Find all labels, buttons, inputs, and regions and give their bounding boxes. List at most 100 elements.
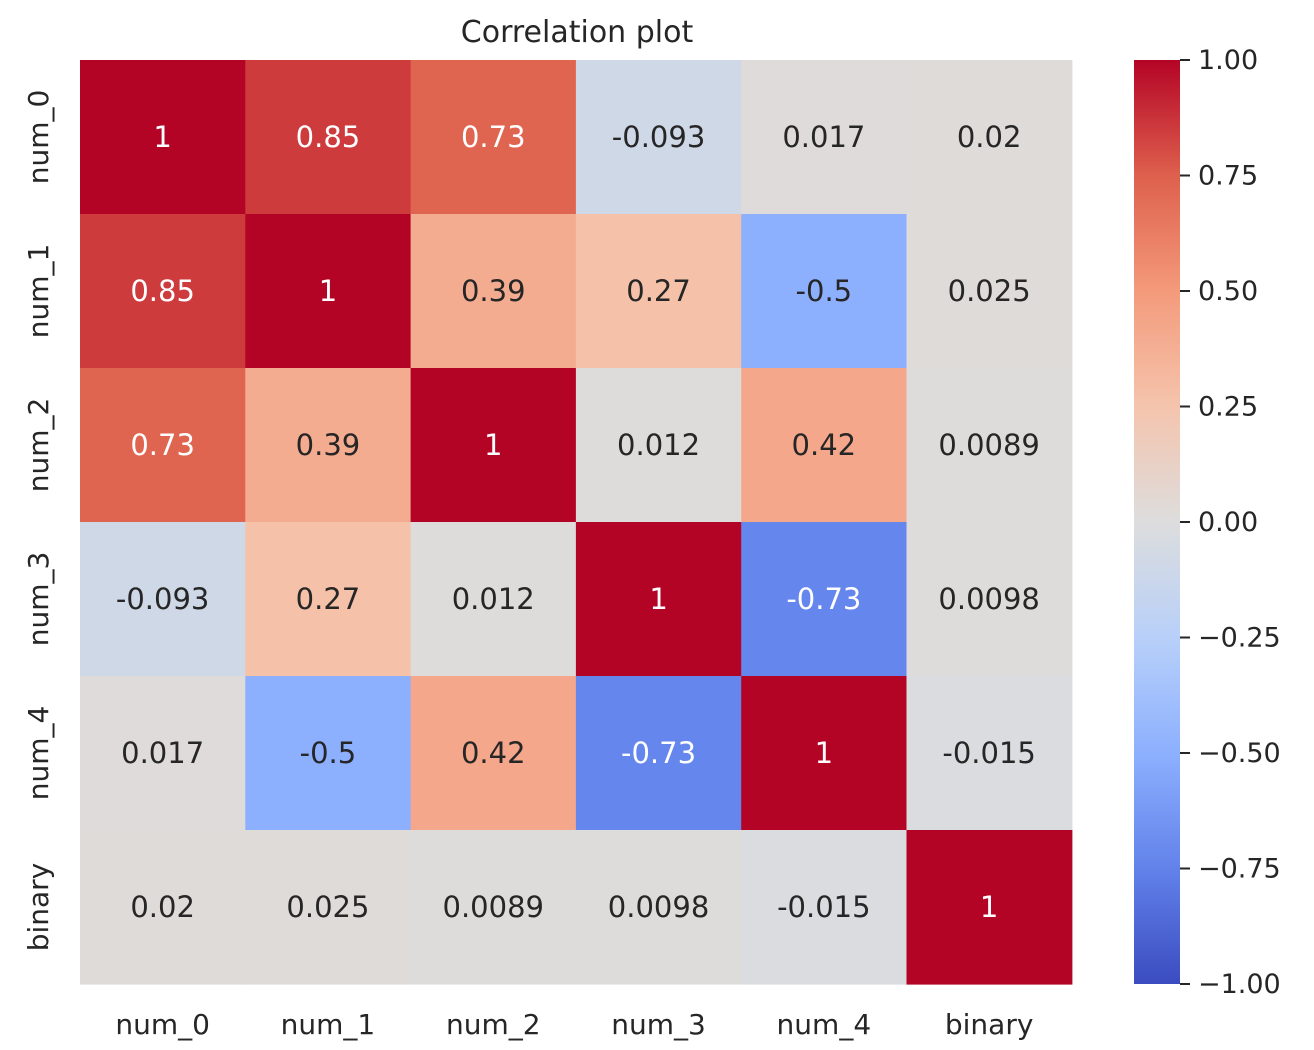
heatmap-cell-label: -0.73: [621, 736, 696, 770]
colorbar-tick-label: 0.75: [1198, 161, 1258, 192]
heatmap-cells: [80, 60, 1073, 985]
heatmap-cell-label: 1: [484, 428, 502, 462]
heatmap-cell-label: 0.73: [130, 428, 195, 462]
heatmap-cell-num_0-num_0: [80, 60, 246, 215]
heatmap-cell-num_0-num_4: [741, 60, 908, 215]
heatmap-cell-binary-num_2: [410, 830, 577, 985]
heatmap-cell-label: 0.39: [461, 274, 526, 308]
heatmap-cell-label: 0.73: [461, 120, 526, 154]
heatmap-cell-label: -0.5: [300, 736, 357, 770]
y-tick-label: num_1: [22, 244, 55, 339]
heatmap-cell-num_1-num_2: [410, 214, 577, 369]
heatmap-cell-label: 1: [319, 274, 337, 308]
heatmap-cell-num_1-binary: [906, 214, 1073, 369]
heatmap-cell-label: -0.015: [777, 890, 871, 924]
x-axis-tick-labels: num_0 num_1 num_2 num_3 num_4 binary: [115, 1008, 1033, 1041]
heatmap-cell-label: -0.093: [612, 120, 706, 154]
heatmap-cell-label: 0.02: [957, 120, 1022, 154]
heatmap-cell-labels: 1 0.85 0.73 -0.093 0.017 0.02 0.85 1 0.39 0.27 -0.…: [116, 120, 1040, 924]
x-tick-label: binary: [945, 1008, 1034, 1041]
heatmap-cell-num_4-num_2: [410, 676, 577, 831]
heatmap-cell-num_0-num_3: [575, 60, 742, 215]
heatmap-cell-num_3-binary: [906, 522, 1073, 677]
heatmap-cell-num_2-num_3: [575, 368, 742, 523]
heatmap-cell-label: -0.093: [116, 582, 210, 616]
heatmap-cell-num_1-num_3: [575, 214, 742, 369]
heatmap-cell-label: -0.73: [786, 582, 861, 616]
heatmap-cell-label: 0.85: [296, 120, 361, 154]
heatmap-cell-num_3-num_1: [245, 522, 412, 677]
x-tick-label: num_3: [611, 1008, 706, 1041]
colorbar-gradient: [1134, 60, 1180, 984]
heatmap-cell-num_4-num_3: [575, 676, 742, 831]
colorbar-tick-label: 0.00: [1198, 507, 1258, 538]
colorbar-tick-label: 0.50: [1198, 276, 1258, 307]
heatmap-cell-num_2-num_2: [410, 368, 577, 523]
heatmap-cell-label: 0.017: [782, 120, 865, 154]
heatmap-cell-binary-binary: [906, 830, 1073, 985]
colorbar-tick-label: −1.00: [1198, 969, 1281, 1000]
heatmap-cell-num_3-num_2: [410, 522, 577, 677]
x-tick-label: num_2: [446, 1008, 541, 1041]
heatmap-cell-num_4-num_0: [80, 676, 246, 831]
y-tick-label: binary: [22, 863, 55, 952]
heatmap-cell-num_0-binary: [906, 60, 1073, 215]
heatmap-cell-num_4-num_1: [245, 676, 412, 831]
heatmap-cell-label: 0.0098: [608, 890, 709, 924]
heatmap-cell-binary-num_0: [80, 830, 246, 985]
chart-title: Correlation plot: [461, 15, 694, 50]
x-tick-label: num_0: [115, 1008, 210, 1041]
y-tick-label: num_3: [22, 552, 55, 647]
heatmap-cell-num_3-num_0: [80, 522, 246, 677]
colorbar-tick-label: −0.25: [1198, 623, 1281, 654]
heatmap-cell-label: 0.39: [296, 428, 361, 462]
heatmap-cell-num_0-num_1: [245, 60, 412, 215]
heatmap-cell-label: -0.5: [796, 274, 853, 308]
y-tick-label: num_4: [22, 706, 55, 801]
colorbar: 1.00 0.75 0.50 0.25 0.00 −0.25 −0.50 −0.75 −1.00: [1134, 45, 1281, 1000]
heatmap-cell-label: 0.02: [130, 890, 195, 924]
heatmap-cell-label: 0.025: [286, 890, 369, 924]
heatmap-cell-label: 0.0098: [938, 582, 1039, 616]
heatmap-cell-label: 0.27: [626, 274, 691, 308]
heatmap-cell-num_1-num_4: [741, 214, 908, 369]
heatmap-cell-label: 0.42: [461, 736, 526, 770]
heatmap-cell-label: -0.015: [942, 736, 1036, 770]
y-tick-label: num_2: [22, 398, 55, 493]
x-tick-label: num_4: [777, 1008, 872, 1041]
heatmap-cell-label: 0.27: [296, 582, 361, 616]
heatmap-cell-label: 0.012: [452, 582, 535, 616]
heatmap-cell-num_2-binary: [906, 368, 1073, 523]
heatmap-cell-num_4-binary: [906, 676, 1073, 831]
heatmap-cell-binary-num_3: [575, 830, 742, 985]
heatmap-cell-num_2-num_0: [80, 368, 246, 523]
heatmap-cell-num_0-num_2: [410, 60, 577, 215]
colorbar-tick-label: 0.25: [1198, 392, 1258, 423]
heatmap-cell-num_3-num_4: [741, 522, 908, 677]
heatmap-cell-label: 1: [153, 120, 171, 154]
y-tick-label: num_0: [22, 90, 55, 185]
colorbar-tick-label: −0.75: [1198, 854, 1281, 885]
colorbar-tick-label: 1.00: [1198, 45, 1258, 76]
heatmap-cell-num_2-num_4: [741, 368, 908, 523]
heatmap-cell-label: 0.85: [130, 274, 195, 308]
heatmap-cell-binary-num_1: [245, 830, 412, 985]
colorbar-tick-label: −0.50: [1198, 738, 1281, 769]
heatmap-cell-label: 1: [815, 736, 833, 770]
heatmap-cell-label: 1: [980, 890, 998, 924]
heatmap-cell-label: 0.0089: [938, 428, 1039, 462]
heatmap-cell-num_3-num_3: [575, 522, 742, 677]
heatmap-cell-label: 0.0089: [443, 890, 544, 924]
x-tick-label: num_1: [281, 1008, 376, 1041]
heatmap-cell-num_1-num_0: [80, 214, 246, 369]
heatmap-cell-num_4-num_4: [741, 676, 908, 831]
heatmap-cell-binary-num_4: [741, 830, 908, 985]
heatmap-cell-label: 0.012: [617, 428, 700, 462]
heatmap-cell-label: 0.025: [948, 274, 1031, 308]
heatmap-cell-num_1-num_1: [245, 214, 412, 369]
heatmap-cell-label: 1: [649, 582, 667, 616]
heatmap-cell-label: 0.42: [792, 428, 857, 462]
heatmap-cell-label: 0.017: [121, 736, 204, 770]
